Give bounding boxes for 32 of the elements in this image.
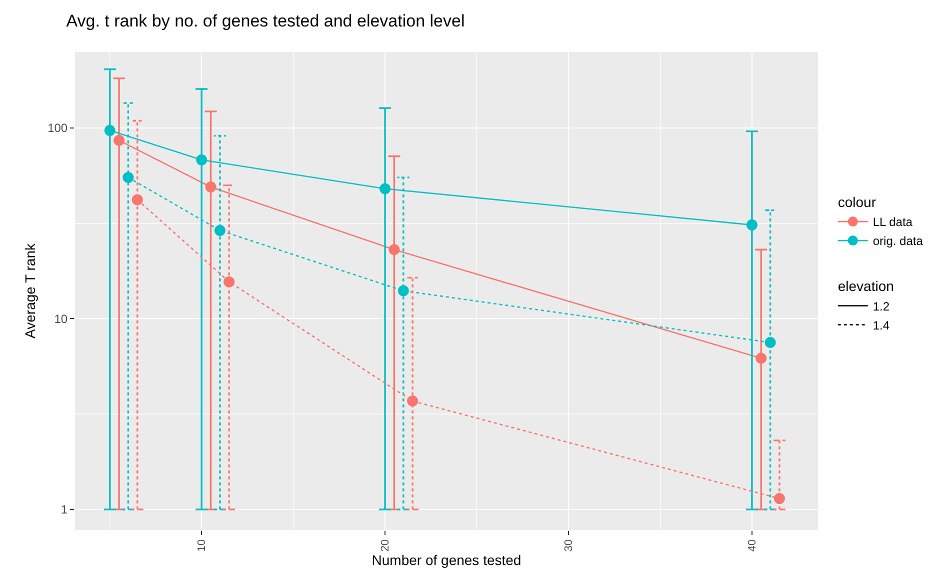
x-axis-title: Number of genes tested (372, 552, 522, 568)
x-tick-label: 40 (746, 539, 759, 552)
point (388, 244, 400, 256)
point (122, 172, 134, 183)
point (746, 219, 758, 230)
legend-label: orig. data (872, 234, 924, 248)
y-tick-label: 100 (48, 121, 68, 136)
x-tick-label: 30 (563, 539, 576, 552)
y-axis-title: Average T rank (22, 242, 38, 338)
point (407, 396, 418, 407)
x-tick-label: 20 (380, 539, 392, 552)
text: 1.4 (872, 318, 890, 332)
chart-title: Avg. t rank by no. of genes tested and elevation level (66, 11, 465, 30)
legend-label: LL data (872, 215, 913, 230)
point (380, 183, 391, 194)
point (214, 224, 226, 236)
x-tick-label: 10 (196, 539, 208, 552)
text: colour (838, 194, 876, 210)
point (764, 337, 776, 348)
point (205, 182, 216, 192)
point (104, 124, 116, 136)
point (196, 154, 208, 166)
point (756, 352, 767, 364)
y-tick-label: 1 (60, 502, 68, 517)
point (132, 194, 143, 206)
point (224, 276, 235, 288)
y-tick-label: 10 (54, 312, 68, 326)
point (398, 285, 409, 296)
point (114, 134, 125, 146)
point (774, 493, 785, 504)
text: 1.2 (872, 299, 890, 314)
text: elevation (838, 278, 894, 294)
